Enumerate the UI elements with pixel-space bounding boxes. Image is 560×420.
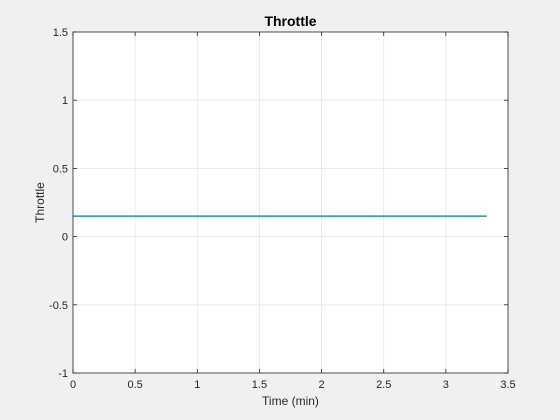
x-tick-label: 3.5 <box>500 379 515 391</box>
x-tick-label: 0 <box>70 379 76 391</box>
x-tick-label: 0.5 <box>127 379 142 391</box>
x-tick-label: 3 <box>443 379 449 391</box>
x-tick-label: 2 <box>319 379 325 391</box>
y-tick-label: 1.5 <box>53 27 68 39</box>
x-axis-label: Time (min) <box>262 394 319 408</box>
chart-title: Throttle <box>264 13 316 29</box>
y-axis-label: Throttle <box>33 182 47 223</box>
plot-border <box>72 31 509 374</box>
x-tick-labels: 0 0.5 1 1.5 2 2.5 3 3.5 <box>70 379 516 391</box>
y-tick-label: 1 <box>62 95 68 107</box>
y-tick-label: 0.5 <box>53 163 68 175</box>
x-tick-label: 1 <box>194 379 200 391</box>
x-tick-label: 1.5 <box>252 379 267 391</box>
y-tick-label: -0.5 <box>49 300 68 312</box>
y-tick-labels: -1 -0.5 0 0.5 1 1.5 <box>49 27 68 380</box>
y-tick-label: -1 <box>58 368 68 380</box>
plot-area <box>73 32 508 373</box>
tick-marks <box>72 31 509 374</box>
x-tick-label: 2.5 <box>376 379 391 391</box>
y-tick-label: 0 <box>62 232 68 244</box>
